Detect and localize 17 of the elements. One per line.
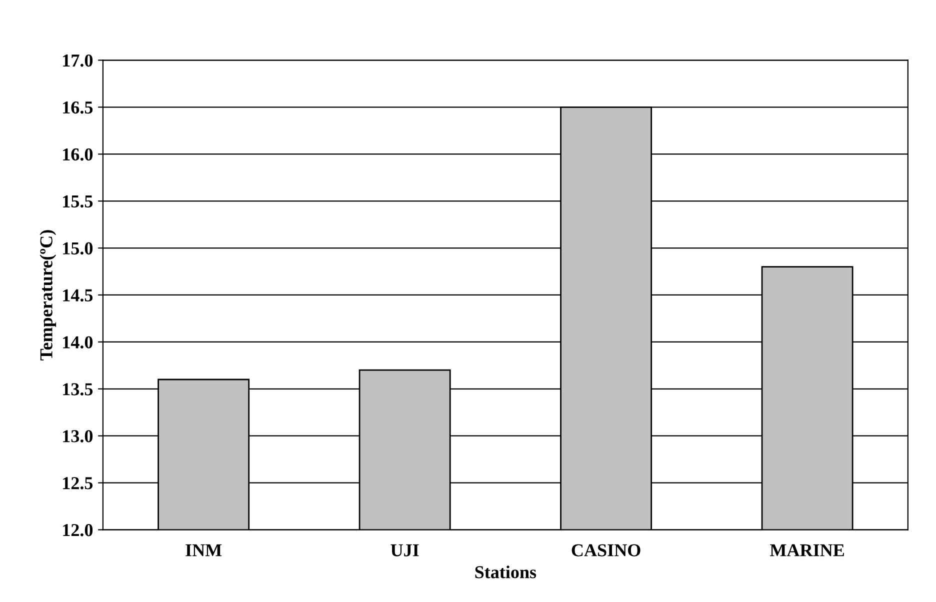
- y-tick-label: 12.0: [63, 524, 93, 536]
- y-tick-label: 16.5: [63, 101, 93, 114]
- y-tick-label: 14.5: [63, 289, 93, 302]
- y-tick-label: 14.0: [63, 336, 93, 348]
- x-axis-title: Stations: [475, 566, 536, 578]
- x-tick-label: UJI: [390, 544, 419, 556]
- y-tick-label: 15.0: [63, 242, 93, 255]
- y-tick-label: 16.0: [63, 148, 93, 161]
- y-tick-label: 12.5: [63, 477, 93, 490]
- y-tick-label: 15.5: [63, 195, 93, 208]
- x-tick-label: CASINO: [572, 544, 640, 556]
- x-tick-label: INM: [186, 544, 222, 556]
- y-tick-label: 13.0: [63, 430, 93, 442]
- x-tick-label: MARINE: [770, 544, 844, 556]
- y-tick-label: 13.5: [63, 383, 93, 396]
- y-axis-title: Temperature(ºC): [40, 230, 56, 360]
- y-tick-label: 17.0: [63, 54, 93, 67]
